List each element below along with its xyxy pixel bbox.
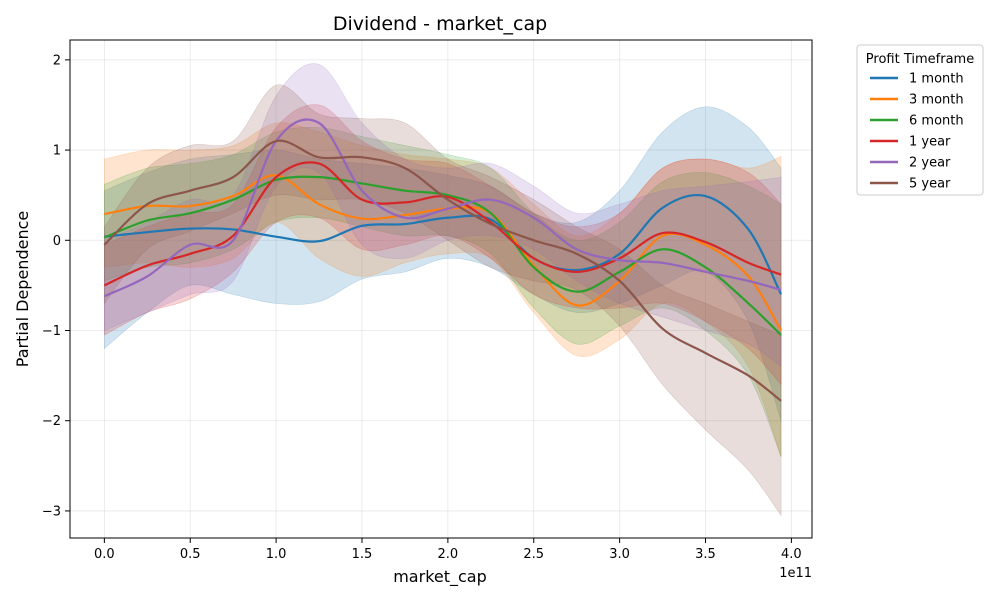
band-3-month [104,122,782,457]
legend-label-3-month: 3 month [909,93,964,108]
chart-title: Dividend - market_cap [333,13,547,35]
grid [70,40,812,538]
legend-label-1-month: 1 month [909,72,964,87]
x-tick-label: 0.5 [180,547,201,562]
legend-items: 1 month 3 month 6 month 1 year 2 year 5 year [870,72,964,192]
x-tick-label: 2.5 [523,547,544,562]
y-tick-label: −3 [42,504,61,519]
legend-title: Profit Timeframe [866,52,974,67]
line-5-year [103,139,782,402]
line-1-month [104,193,783,295]
y-tick-label: 1 [53,144,61,159]
plot-frame [69,39,813,539]
line-2-year [103,118,782,298]
y-tick-label: −1 [42,324,61,339]
series-lines [103,118,783,402]
legend-label-2-year: 2 year [909,156,951,171]
y-axis-ticks: 2 1 0 −1 −2 −3 [42,53,70,519]
x-axis-ticks: 0.0 0.5 1.0 1.5 2.0 2.5 3.0 3.5 4.0 [94,538,802,562]
line-6-month [103,175,782,336]
x-tick-label: 3.0 [609,547,630,562]
x-tick-label: 4.0 [781,547,802,562]
line-1-year [103,161,782,287]
x-axis-offset-label: 1e11 [779,566,812,581]
legend-label-1-year: 1 year [909,135,951,150]
band-6-month [104,126,782,457]
band-2-year [104,63,782,368]
y-tick-label: 0 [53,234,61,249]
legend-label-6-month: 6 month [909,114,964,129]
x-axis-label: market_cap [393,567,487,587]
x-tick-label: 1.5 [352,547,373,562]
legend-box [856,44,984,196]
y-tick-label: 2 [53,53,61,68]
band-1-month [104,106,782,421]
x-tick-label: 2.0 [438,547,459,562]
band-5-year [104,84,782,517]
y-tick-label: −2 [42,414,61,429]
x-tick-label: 0.0 [94,547,115,562]
x-tick-label: 1.0 [266,547,287,562]
confidence-bands [104,63,782,517]
x-tick-label: 3.5 [695,547,716,562]
y-axis-label: Partial Dependence [13,211,32,367]
legend-label-5-year: 5 year [909,177,951,192]
